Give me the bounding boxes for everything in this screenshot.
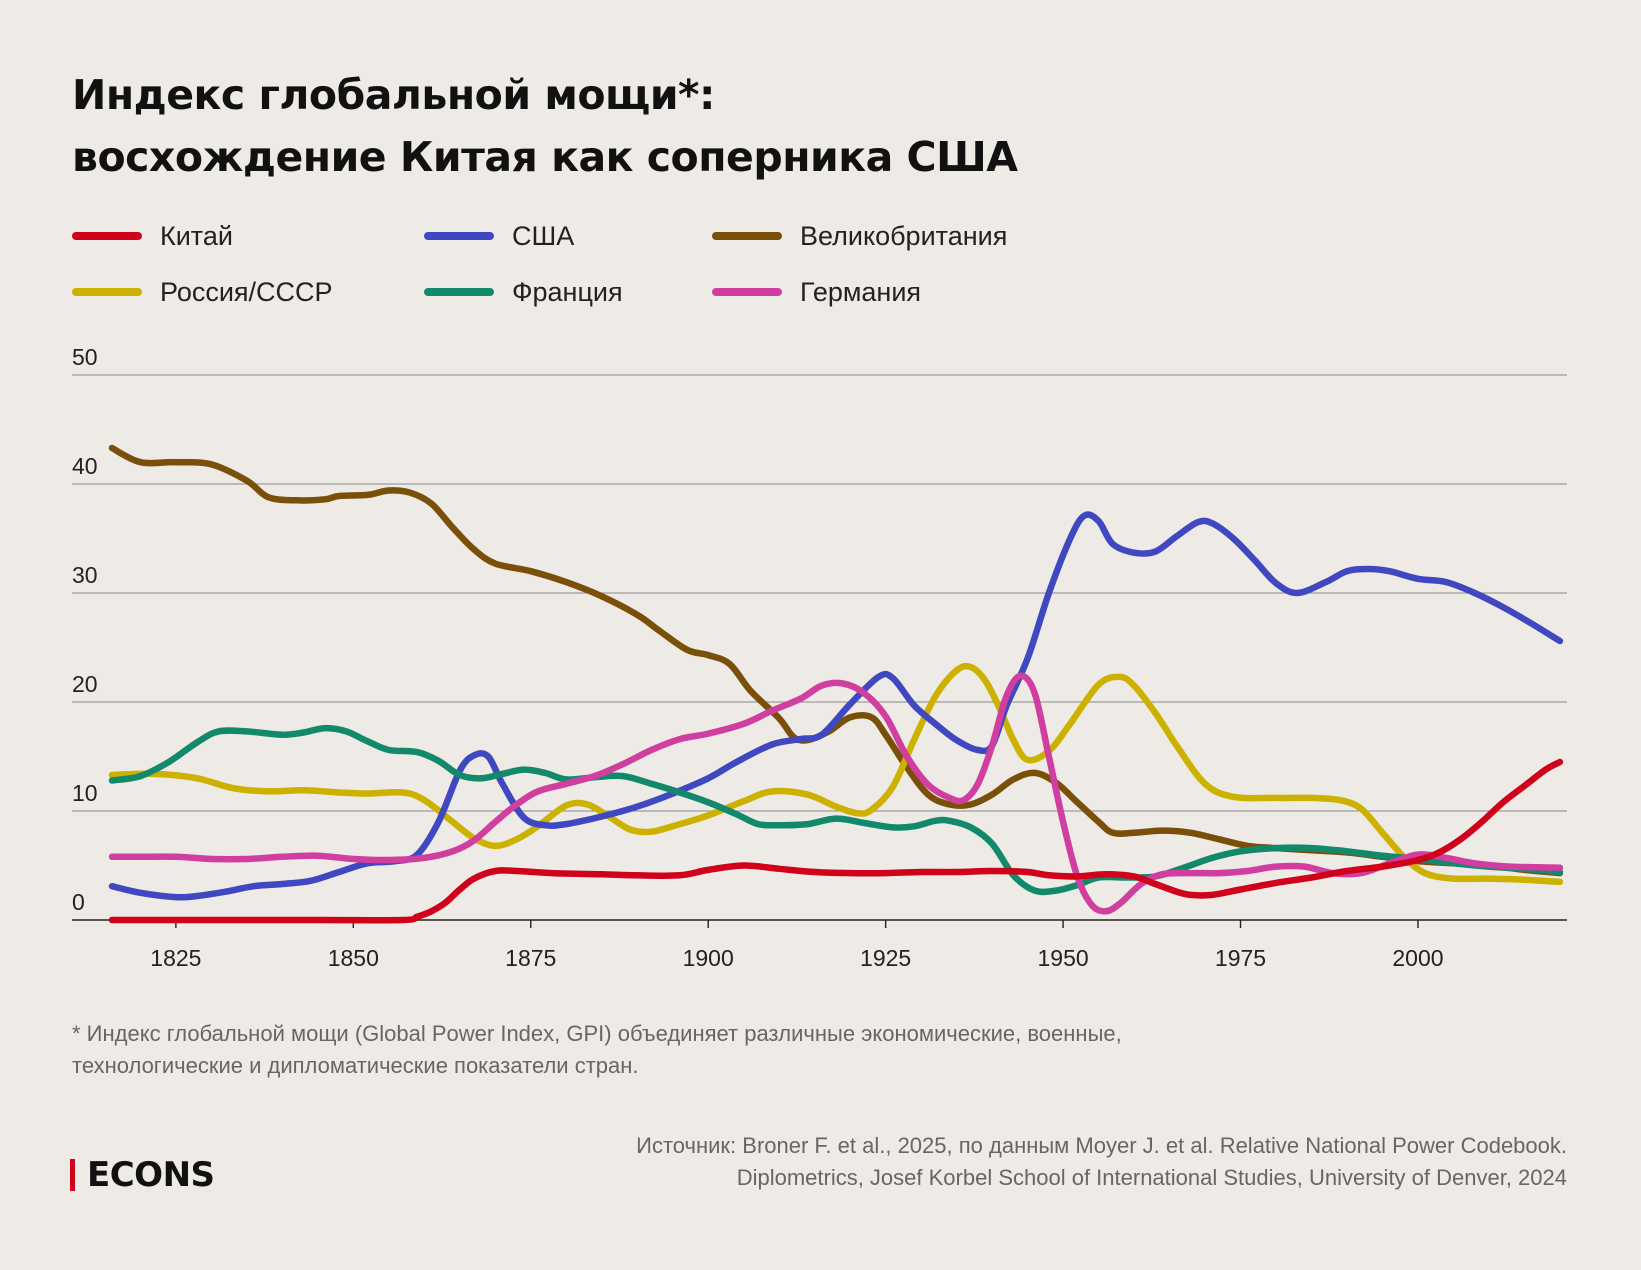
legend-swatch-russia xyxy=(72,288,142,296)
legend-item-france: Франция xyxy=(424,276,623,307)
x-tick-label: 2000 xyxy=(1392,945,1443,971)
line-chart: 0 10 20 30 40 50 1825 1850 1875 1900 1925 1950 1975 2… xyxy=(72,344,1567,971)
x-tick-label: 1900 xyxy=(683,945,734,971)
series-line-china xyxy=(108,758,1564,924)
legend: Китай США Великобритания Россия/СССР Фра… xyxy=(72,220,1072,332)
footnote-line-1: * Индекс глобальной мощи (Global Power I… xyxy=(72,1021,1122,1046)
legend-swatch-uk xyxy=(712,232,782,240)
y-tick-label: 50 xyxy=(72,344,98,370)
series-line-germany xyxy=(108,672,1564,915)
y-tick-label: 20 xyxy=(72,671,98,697)
footnote-line-2: технологические и дипломатические показа… xyxy=(72,1053,639,1078)
x-tick-label: 1975 xyxy=(1215,945,1266,971)
legend-label-germany: Германия xyxy=(800,276,922,307)
x-tick-label: 1925 xyxy=(860,945,911,971)
y-tick-label: 10 xyxy=(72,780,98,806)
x-tick-label: 1850 xyxy=(328,945,379,971)
source-line-2: Diplometrics, Josef Korbel School of Int… xyxy=(736,1165,1567,1190)
legend-label-france: Франция xyxy=(512,276,623,307)
legend-item-china: Китай xyxy=(72,220,233,251)
legend-swatch-china xyxy=(72,232,142,240)
logo-bar-icon xyxy=(70,1159,75,1191)
legend-swatch-france xyxy=(424,288,494,296)
source-line-1: Источник: Broner F. et al., 2025, по дан… xyxy=(636,1133,1567,1158)
legend-item-germany: Германия xyxy=(712,276,922,307)
source-note: Источник: Broner F. et al., 2025, по дан… xyxy=(636,1130,1567,1194)
legend-swatch-germany xyxy=(712,288,782,296)
legend-item-uk: Великобритания xyxy=(712,220,1008,251)
legend-label-usa: США xyxy=(512,220,575,251)
legend-item-usa: США xyxy=(424,220,575,251)
series-line-usa xyxy=(108,511,1564,901)
footnote: * Индекс глобальной мощи (Global Power I… xyxy=(72,1018,1372,1082)
x-tick-label: 1950 xyxy=(1037,945,1088,971)
title-line-2: восхождение Китая как соперника США xyxy=(72,133,1018,181)
econs-logo: ECONS xyxy=(70,1155,215,1195)
legend-item-russia: Россия/СССР xyxy=(72,276,333,307)
x-tick-label: 1825 xyxy=(150,945,201,971)
title-line-1: Индекс глобальной мощи*: xyxy=(72,71,715,119)
legend-label-china: Китай xyxy=(160,220,233,251)
series-line-france xyxy=(108,724,1564,896)
x-tick-label: 1875 xyxy=(505,945,556,971)
y-tick-label: 30 xyxy=(72,562,98,588)
legend-label-uk: Великобритания xyxy=(800,220,1008,251)
legend-label-russia: Россия/СССР xyxy=(160,276,333,307)
y-tick-label: 40 xyxy=(72,453,98,479)
y-tick-label: 0 xyxy=(72,889,85,915)
series-line-russia xyxy=(108,662,1564,886)
logo-text: ECONS xyxy=(87,1155,215,1195)
legend-swatch-usa xyxy=(424,232,494,240)
chart-title: Индекс глобальной мощи*: восхождение Кит… xyxy=(72,64,1018,188)
